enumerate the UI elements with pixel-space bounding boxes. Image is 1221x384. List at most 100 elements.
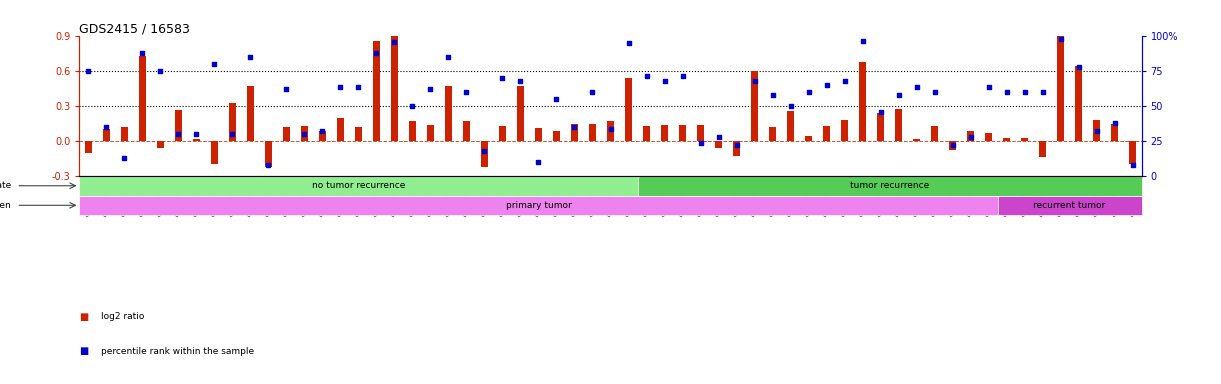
Bar	[967, 131, 974, 141]
Bar	[553, 131, 560, 141]
Point	[366, 50, 386, 56]
Point	[1087, 128, 1106, 134]
Bar	[697, 125, 705, 141]
Bar	[841, 120, 849, 141]
Bar	[444, 86, 452, 141]
Bar	[121, 127, 128, 141]
Bar	[716, 141, 722, 148]
Bar	[913, 139, 921, 141]
Bar	[300, 126, 308, 141]
Bar	[1093, 120, 1100, 141]
Bar	[355, 127, 363, 141]
Point	[547, 96, 567, 102]
Point	[565, 124, 585, 130]
Bar	[372, 41, 380, 141]
Text: disease state: disease state	[0, 181, 11, 190]
Bar	[409, 121, 416, 141]
Point	[636, 73, 656, 79]
Bar	[637, 176, 1142, 195]
Point	[961, 134, 980, 140]
Bar	[733, 141, 740, 156]
Bar	[769, 127, 777, 141]
Text: no tumor recurrence: no tumor recurrence	[311, 181, 405, 190]
Bar	[337, 118, 344, 141]
Point	[259, 162, 278, 168]
Bar	[103, 129, 110, 141]
Text: tumor recurrence: tumor recurrence	[850, 181, 929, 190]
Point	[979, 84, 999, 90]
Bar	[139, 56, 147, 141]
Bar	[571, 124, 578, 141]
Point	[726, 142, 746, 148]
Bar	[751, 71, 758, 141]
Point	[780, 103, 800, 109]
Point	[349, 84, 369, 90]
Point	[457, 89, 476, 95]
Point	[673, 73, 692, 79]
Point	[1015, 89, 1034, 95]
Bar	[805, 136, 812, 141]
Point	[996, 89, 1016, 95]
Bar	[788, 111, 794, 141]
Bar	[1074, 66, 1082, 141]
Point	[907, 84, 927, 90]
Point	[1033, 89, 1053, 95]
Bar	[427, 125, 433, 141]
Text: log2 ratio: log2 ratio	[101, 312, 145, 321]
Point	[385, 39, 404, 45]
Point	[691, 139, 711, 146]
Bar	[516, 86, 524, 141]
Point	[582, 89, 602, 95]
Bar	[211, 141, 219, 164]
Point	[1051, 36, 1071, 42]
Bar	[607, 121, 614, 141]
Point	[78, 68, 98, 74]
Bar	[391, 32, 398, 141]
Bar	[998, 195, 1142, 215]
Point	[943, 142, 962, 148]
Text: ■: ■	[79, 312, 89, 322]
Point	[654, 78, 674, 84]
Bar	[858, 62, 866, 141]
Point	[294, 131, 314, 137]
Text: GDS2415 / 16583: GDS2415 / 16583	[79, 22, 190, 35]
Bar	[247, 86, 254, 141]
Point	[421, 86, 441, 93]
Text: ■: ■	[79, 346, 89, 356]
Bar	[84, 141, 92, 153]
Point	[1123, 162, 1143, 168]
Point	[187, 131, 206, 137]
Bar	[193, 139, 200, 141]
Bar	[1111, 124, 1118, 141]
Point	[619, 40, 639, 46]
Text: recurrent tumor: recurrent tumor	[1033, 201, 1106, 210]
Bar	[463, 121, 470, 141]
Point	[115, 155, 134, 161]
Bar	[895, 109, 902, 141]
Bar	[283, 127, 291, 141]
Point	[403, 103, 422, 109]
Point	[745, 78, 764, 84]
Point	[510, 78, 530, 84]
Bar	[625, 78, 632, 141]
Bar	[499, 126, 505, 141]
Bar	[481, 141, 488, 167]
Point	[493, 75, 513, 81]
Point	[763, 92, 783, 98]
Point	[331, 84, 350, 90]
Bar	[643, 126, 650, 141]
Bar	[949, 141, 956, 151]
Point	[241, 54, 260, 60]
Point	[313, 128, 332, 134]
Bar	[79, 195, 998, 215]
Bar	[1039, 141, 1046, 157]
Bar	[319, 131, 326, 141]
Point	[817, 82, 836, 88]
Point	[133, 50, 153, 56]
Bar	[535, 128, 542, 141]
Bar	[1002, 137, 1010, 141]
Point	[924, 89, 944, 95]
Bar	[679, 125, 686, 141]
Point	[168, 131, 188, 137]
Point	[889, 92, 908, 98]
